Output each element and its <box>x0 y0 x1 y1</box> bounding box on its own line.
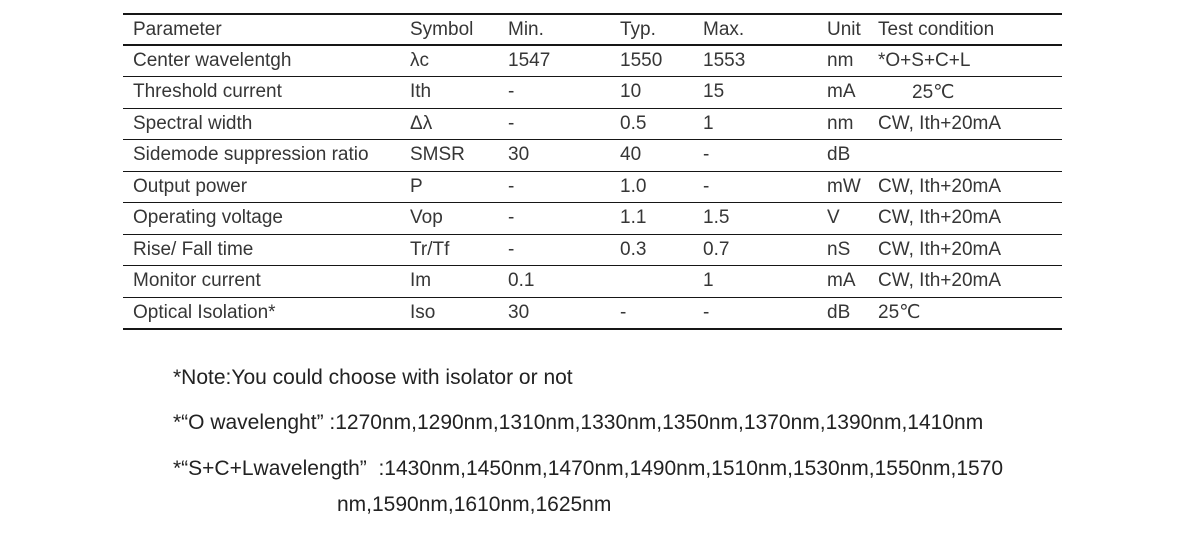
cell-max: - <box>703 144 710 166</box>
cell-typ: 1.1 <box>620 207 647 229</box>
cell-max: 15 <box>703 81 725 103</box>
cell-condition: CW, Ith+20mA <box>878 175 1002 197</box>
cell-min: 1547 <box>508 50 551 71</box>
col-header-unit: Unit <box>827 18 861 40</box>
cell-min: - <box>508 175 515 197</box>
cell-min: - <box>508 238 515 260</box>
cell-typ: 1.0 <box>620 175 647 197</box>
cell-typ: - <box>620 301 627 323</box>
cell-parameter: Spectral width <box>133 112 253 134</box>
col-header-typ: Typ. <box>620 18 656 40</box>
cell-symbol: Iso <box>410 301 436 323</box>
cell-max: 1 <box>703 112 714 134</box>
cell-parameter: Rise/ Fall time <box>133 238 254 260</box>
cell-max: - <box>703 175 710 197</box>
cell-condition: 25℃ <box>912 81 955 103</box>
cell-unit: mA <box>827 81 856 103</box>
cell-condition: *O+S+C+L <box>878 50 971 71</box>
spec-row: Center wavelentgh λc 1547 1550 1553 nm *O+S+C+… <box>123 45 1062 77</box>
spec-table-body: Center wavelentgh λc 1547 1550 1553 nm *O+S+C+… <box>123 45 1062 329</box>
cell-max: 0.7 <box>703 238 730 260</box>
cell-condition: CW, Ith+20mA <box>878 270 1002 292</box>
spec-row: Rise/ Fall time Tr/Tf - 0.3 0.7 nS CW, Ith+20m… <box>123 234 1062 266</box>
cell-unit: V <box>827 207 840 229</box>
cell-symbol: Ith <box>410 81 432 103</box>
col-header-max: Max. <box>703 18 745 40</box>
col-header-symbol: Symbol <box>410 18 474 40</box>
spec-row: Spectral width Δλ - 0.5 1 nm CW, Ith+20mA <box>123 108 1062 140</box>
cell-typ: 10 <box>620 81 642 103</box>
cell-min: - <box>508 207 515 229</box>
cell-symbol: Vop <box>410 207 443 229</box>
cell-symbol: P <box>410 175 423 197</box>
cell-unit: nm <box>827 50 854 71</box>
cell-typ: 1550 <box>620 50 663 71</box>
cell-min: 30 <box>508 301 530 323</box>
cell-max: - <box>703 301 710 323</box>
cell-min: - <box>508 81 515 103</box>
cell-symbol: Δλ <box>410 112 433 134</box>
cell-unit: dB <box>827 301 851 323</box>
cell-parameter: Operating voltage <box>133 207 283 229</box>
col-header-test-condition: Test condition <box>878 18 995 40</box>
cell-condition: CW, Ith+20mA <box>878 238 1002 260</box>
cell-typ <box>620 266 703 298</box>
cell-parameter: Center wavelentgh <box>133 50 292 71</box>
cell-symbol: Im <box>410 270 432 292</box>
cell-parameter: Output power <box>133 175 248 197</box>
cell-parameter: Threshold current <box>133 81 282 103</box>
cell-condition: CW, Ith+20mA <box>878 207 1002 229</box>
cell-symbol: Tr/Tf <box>410 238 450 260</box>
spec-table: Parameter Symbol Min. Typ. Max. Unit Tes… <box>123 13 1062 330</box>
col-header-min: Min. <box>508 18 544 40</box>
cell-symbol: SMSR <box>410 144 465 166</box>
cell-parameter: Optical Isolation* <box>133 301 276 323</box>
spec-row: Optical Isolation* Iso 30 - - dB 25℃ <box>123 297 1062 329</box>
cell-max: 1 <box>703 270 714 292</box>
cell-max: 1553 <box>703 50 746 71</box>
cell-min: 0.1 <box>508 270 535 292</box>
spec-row: Output power P - 1.0 - mW CW, Ith+20mA <box>123 171 1062 203</box>
cell-condition: CW, Ith+20mA <box>878 112 1002 134</box>
spec-row: Threshold current Ith - 10 15 mA 25℃ <box>123 77 1062 108</box>
cell-parameter: Monitor current <box>133 270 261 292</box>
spec-row: Sidemode suppression ratio SMSR 30 40 - dB <box>123 140 1062 172</box>
spec-row: Monitor current Im 0.1 1 mA CW, Ith+20mA <box>123 266 1062 298</box>
note-scl-wavelength-line1: *“S+C+Lwavelength” :1430nm,1450nm,1470nm… <box>173 457 1004 480</box>
cell-unit: mA <box>827 270 856 292</box>
cell-max: 1.5 <box>703 207 730 229</box>
note-o-wavelength: *“O wavelenght” :1270nm,1290nm,1310nm,13… <box>173 411 984 434</box>
cell-condition <box>878 140 1062 172</box>
cell-unit: nm <box>827 112 854 134</box>
note-scl-wavelength-line2: nm,1590nm,1610nm,1625nm <box>337 493 612 516</box>
cell-condition: 25℃ <box>878 302 921 323</box>
spec-row: Operating voltage Vop - 1.1 1.5 V CW, Ith+20mA <box>123 203 1062 234</box>
cell-typ: 0.5 <box>620 112 647 134</box>
cell-min: 30 <box>508 144 530 166</box>
cell-typ: 0.3 <box>620 238 647 260</box>
note-isolator: *Note:You could choose with isolator or … <box>173 366 573 389</box>
cell-typ: 40 <box>620 144 642 166</box>
cell-symbol: λc <box>410 50 429 71</box>
cell-unit: nS <box>827 238 851 260</box>
spec-table-header-row: Parameter Symbol Min. Typ. Max. Unit Tes… <box>123 14 1062 45</box>
cell-parameter: Sidemode suppression ratio <box>133 144 369 166</box>
cell-min: - <box>508 112 515 134</box>
cell-unit: mW <box>827 175 861 197</box>
cell-unit: dB <box>827 144 851 166</box>
col-header-parameter: Parameter <box>133 18 222 40</box>
